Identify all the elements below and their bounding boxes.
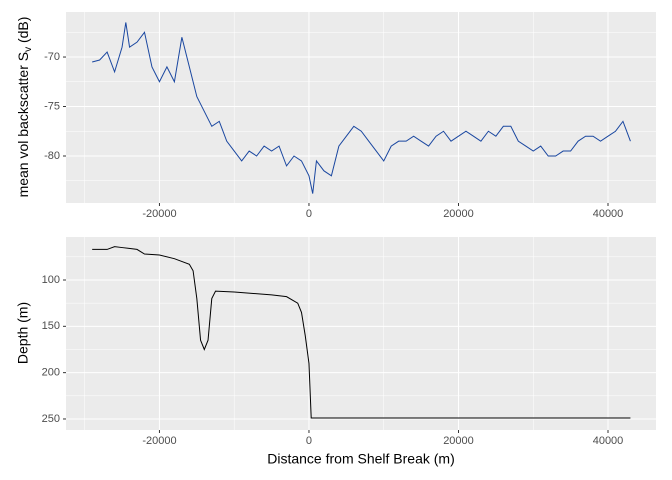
x-tick-label: 20000 [443, 435, 474, 447]
x-tick-label: 40000 [593, 435, 624, 447]
x-tick-label: 0 [306, 435, 312, 447]
y-tick-label: 200 [42, 367, 60, 379]
y-axis-title: Depth (m) [15, 302, 31, 364]
y-tick-label: 100 [42, 274, 60, 286]
y-title-main: mean vol backscatter S [15, 52, 31, 198]
x-axis-title: Distance from Shelf Break (m) [267, 451, 455, 467]
y-title-rest: (dB) [15, 17, 31, 47]
data-line [92, 22, 631, 194]
y-tick-label: -80 [44, 150, 60, 162]
y-axis-title: mean vol backscatter Sv (dB) [15, 17, 34, 198]
plot-background [66, 237, 656, 430]
x-tick-label: -20000 [142, 435, 176, 447]
y-tick-label: -70 [44, 51, 60, 63]
y-title-sub: v [23, 47, 34, 52]
x-tick-label: 20000 [443, 208, 474, 220]
x-tick-label: -20000 [142, 208, 176, 220]
x-tick-label: 0 [306, 208, 312, 220]
plot-background [66, 12, 656, 203]
y-tick-label: -75 [44, 100, 60, 112]
x-tick-label: 40000 [593, 208, 624, 220]
y-tick-label: 250 [42, 413, 60, 425]
y-tick-label: 150 [42, 320, 60, 332]
data-line [92, 246, 631, 419]
